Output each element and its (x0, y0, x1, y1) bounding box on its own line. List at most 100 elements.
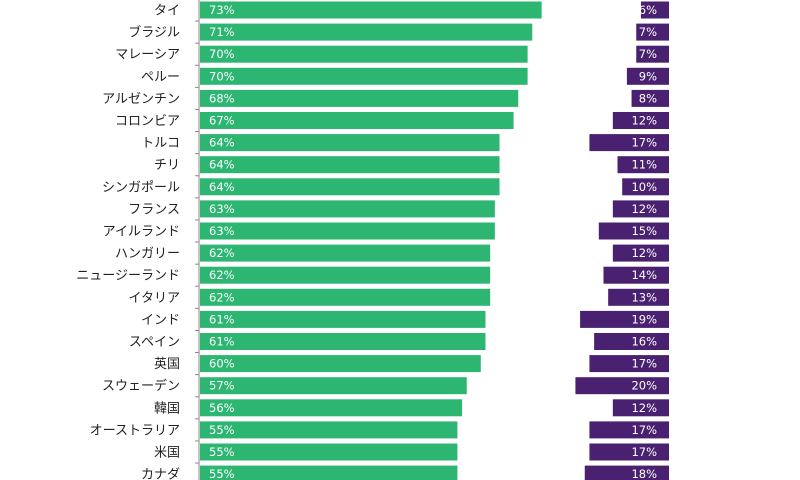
category-label: タイ (154, 4, 180, 19)
purple-bar (612, 200, 669, 218)
category-label: ハンガリー (115, 247, 180, 262)
green-data-label: 64% (209, 180, 235, 194)
purple-bar (589, 421, 669, 439)
green-data-label: 62% (209, 268, 235, 282)
purple-bar (584, 465, 669, 480)
category-label: スペイン (129, 335, 180, 350)
purple-data-label: 12% (631, 401, 657, 415)
category-label: シンガポール (102, 180, 180, 195)
category-label: スウェーデン (102, 378, 180, 394)
purple-data-label: 17% (631, 445, 657, 459)
category-label: チリ (154, 158, 180, 173)
purple-bar (617, 156, 669, 174)
green-data-label: 70% (209, 47, 235, 61)
green-data-label: 55% (209, 467, 235, 480)
green-data-label: 55% (209, 445, 235, 459)
green-bar (200, 156, 500, 174)
purple-data-label: 17% (631, 136, 657, 150)
green-bar (200, 112, 514, 129)
purple-data-label: 8% (639, 91, 657, 105)
green-bar (200, 266, 491, 284)
category-label: マレーシア (115, 48, 180, 63)
green-data-label: 62% (209, 290, 235, 304)
purple-data-label: 17% (631, 423, 657, 437)
category-label: ブラジル (128, 25, 180, 41)
purple-bar (575, 377, 669, 395)
purple-bar (636, 23, 669, 41)
green-bar (200, 222, 495, 240)
green-bar (200, 333, 486, 350)
category-label: フランス (128, 202, 180, 217)
green-bar (200, 310, 486, 328)
green-data-label: 61% (209, 335, 235, 349)
category-label: コロンビア (115, 114, 180, 129)
green-data-label: 56% (209, 401, 235, 415)
purple-bar (589, 443, 669, 461)
category-label: ペルー (141, 70, 180, 85)
green-data-label: 64% (209, 158, 235, 172)
category-label: トルコ (141, 136, 180, 151)
purple-bar (589, 355, 669, 373)
purple-data-label: 12% (631, 202, 657, 216)
purple-data-label: 18% (631, 467, 657, 480)
purple-data-label: 20% (631, 379, 657, 393)
purple-data-label: 12% (631, 246, 657, 260)
category-label: アルゼンチン (102, 92, 180, 107)
purple-bar (608, 288, 669, 306)
purple-data-label: 10% (631, 180, 657, 194)
purple-data-label: 19% (631, 312, 657, 326)
purple-data-label: 15% (631, 224, 657, 238)
green-data-label: 64% (209, 136, 235, 150)
green-data-label: 73% (209, 3, 235, 17)
purple-data-label: 11% (631, 158, 657, 172)
green-bar (200, 421, 458, 439)
purple-bar (603, 266, 669, 284)
purple-data-label: 17% (631, 357, 657, 371)
purple-bar (612, 399, 669, 417)
green-bar (200, 67, 528, 85)
green-bar (200, 244, 491, 262)
category-label: ニュージーランド (76, 269, 180, 284)
green-bar (200, 45, 528, 63)
green-data-label: 63% (209, 202, 235, 216)
category-label: 英国 (154, 357, 180, 372)
green-bar (200, 288, 491, 306)
purple-bar (622, 178, 669, 196)
category-label: オーストラリア (90, 423, 180, 438)
purple-data-label: 16% (631, 335, 657, 349)
purple-bar (594, 333, 669, 350)
green-bar (200, 89, 519, 107)
purple-data-label: 7% (639, 47, 657, 61)
green-bar (200, 178, 500, 196)
category-label: インド (141, 313, 180, 328)
green-bar (200, 200, 495, 218)
purple-bar (631, 89, 669, 107)
green-bar (200, 399, 463, 417)
green-data-label: 55% (209, 423, 235, 437)
purple-bar (636, 45, 669, 63)
purple-bar (626, 67, 669, 85)
green-bar (200, 355, 481, 373)
category-label: アイルランド (103, 225, 180, 240)
purple-bar (640, 1, 669, 19)
purple-data-label: 14% (631, 268, 657, 282)
purple-bar (589, 134, 669, 152)
purple-data-label: 12% (631, 114, 657, 128)
purple-bar (612, 112, 669, 129)
purple-data-label: 6% (639, 3, 657, 17)
green-bar (200, 1, 542, 19)
green-data-label: 68% (209, 91, 235, 105)
purple-bar (612, 244, 669, 262)
green-data-label: 61% (209, 312, 235, 326)
green-data-label: 62% (209, 246, 235, 260)
green-data-label: 60% (209, 357, 235, 371)
green-bar (200, 134, 500, 152)
category-label: イタリア (129, 291, 180, 306)
green-bar (200, 465, 458, 480)
category-label: 米国 (154, 446, 180, 461)
green-bar (200, 443, 458, 461)
green-bar (200, 23, 533, 41)
category-label: 韓国 (154, 401, 180, 416)
green-data-label: 57% (209, 379, 235, 393)
